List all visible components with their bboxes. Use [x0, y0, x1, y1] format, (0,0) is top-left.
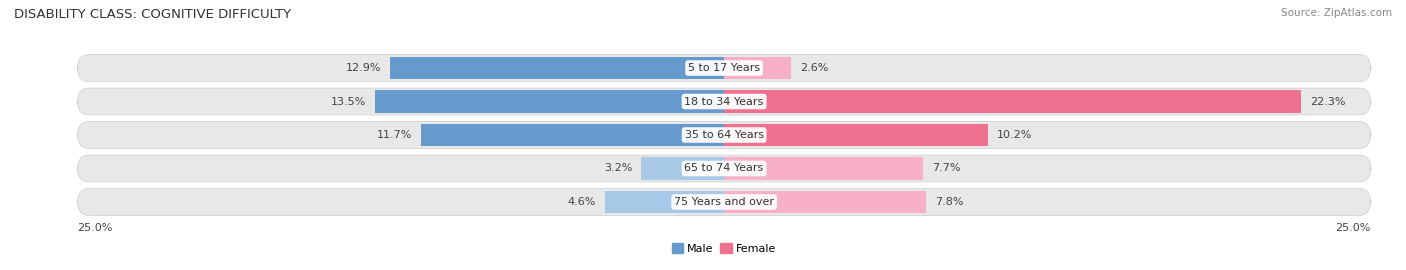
Text: 65 to 74 Years: 65 to 74 Years	[685, 164, 763, 174]
FancyBboxPatch shape	[77, 155, 1371, 182]
Text: 7.7%: 7.7%	[932, 164, 960, 174]
Bar	[641, 157, 724, 180]
Bar	[724, 124, 988, 146]
Text: 5 to 17 Years: 5 to 17 Years	[688, 63, 761, 73]
Bar	[391, 57, 724, 79]
Text: 35 to 64 Years: 35 to 64 Years	[685, 130, 763, 140]
FancyBboxPatch shape	[77, 122, 1371, 148]
Text: 18 to 34 Years: 18 to 34 Years	[685, 96, 763, 106]
Text: 12.9%: 12.9%	[346, 63, 381, 73]
Text: 25.0%: 25.0%	[77, 223, 112, 233]
Text: Source: ZipAtlas.com: Source: ZipAtlas.com	[1281, 8, 1392, 18]
FancyBboxPatch shape	[77, 88, 1371, 115]
Bar	[724, 157, 924, 180]
Text: 10.2%: 10.2%	[997, 130, 1032, 140]
Legend: Male, Female: Male, Female	[672, 244, 776, 254]
Bar	[724, 57, 792, 79]
Text: 11.7%: 11.7%	[377, 130, 412, 140]
Bar	[724, 90, 1301, 113]
Text: 22.3%: 22.3%	[1310, 96, 1346, 106]
Bar	[375, 90, 724, 113]
Text: 4.6%: 4.6%	[568, 197, 596, 207]
FancyBboxPatch shape	[77, 188, 1371, 215]
Text: DISABILITY CLASS: COGNITIVE DIFFICULTY: DISABILITY CLASS: COGNITIVE DIFFICULTY	[14, 8, 291, 21]
Bar	[422, 124, 724, 146]
Bar	[605, 191, 724, 213]
Text: 7.8%: 7.8%	[935, 197, 963, 207]
Bar	[724, 191, 927, 213]
Text: 2.6%: 2.6%	[800, 63, 828, 73]
Text: 3.2%: 3.2%	[603, 164, 633, 174]
FancyBboxPatch shape	[77, 55, 1371, 82]
Text: 75 Years and over: 75 Years and over	[673, 197, 775, 207]
Text: 13.5%: 13.5%	[330, 96, 366, 106]
Text: 25.0%: 25.0%	[1336, 223, 1371, 233]
